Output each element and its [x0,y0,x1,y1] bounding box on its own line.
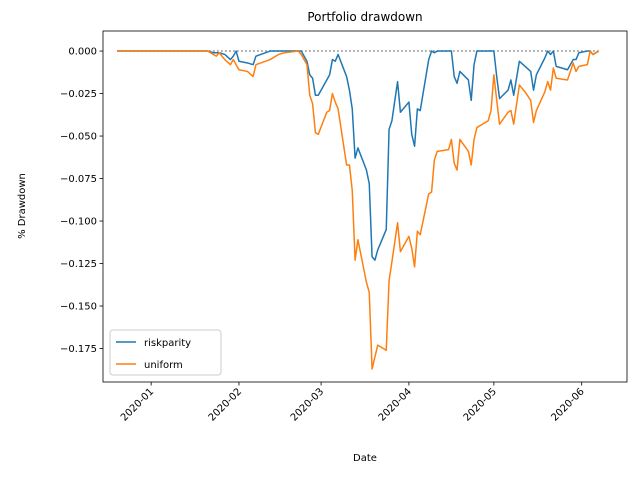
y-tick-label: −0.075 [60,174,97,185]
x-tick-label: 2020-04 [377,386,414,423]
y-tick-label: −0.100 [60,217,97,228]
y-axis-label: % Drawdown [17,173,28,239]
y-tick-label: −0.175 [60,344,97,355]
plot-frame [102,30,628,383]
legend: riskparity uniform [109,329,222,376]
legend-label: uniform [144,360,183,371]
y-tick-label: −0.050 [60,132,97,143]
y-tick-label: −0.025 [60,89,97,100]
series-line [117,50,600,370]
x-tick-label: 2020-01 [119,386,156,423]
legend-box [109,329,222,376]
series-line [117,50,600,261]
x-tick-label: 2020-06 [549,386,586,423]
x-axis-label: Date [353,453,377,464]
y-tick-label: 0.000 [68,47,97,58]
legend-label: riskparity [144,338,191,349]
x-tick-label: 2020-03 [289,386,326,423]
x-tick-label: 2020-05 [462,386,499,423]
x-tick-label: 2020-02 [207,386,244,423]
y-tick-label: −0.150 [60,302,97,313]
chart-title: Portfolio drawdown [307,10,422,24]
y-tick-label: −0.125 [60,259,97,270]
